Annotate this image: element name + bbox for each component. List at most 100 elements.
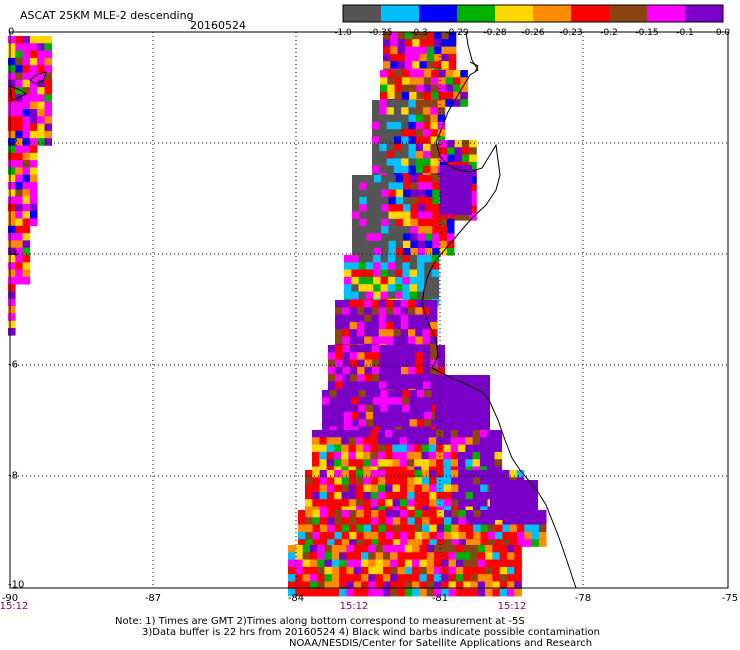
wind-cell (463, 552, 471, 560)
wind-cell (358, 419, 367, 427)
wind-cell (423, 129, 431, 137)
wind-cell (406, 451, 415, 460)
wind-cell (295, 581, 303, 590)
wind-cell (429, 329, 438, 337)
wind-cell (463, 545, 471, 553)
wind-cell (424, 269, 432, 278)
wind-cell (461, 154, 470, 163)
wind-cell (492, 545, 500, 553)
wind-cell (385, 459, 393, 467)
wind-cell (288, 581, 296, 590)
wind-cell (8, 328, 16, 336)
wind-cell (8, 160, 16, 168)
wind-cell (361, 559, 369, 568)
wind-cell (22, 57, 31, 66)
wind-cell (426, 53, 435, 62)
wind-cell (430, 151, 438, 159)
wind-cell (359, 240, 367, 249)
wind-cell (403, 196, 411, 205)
coastline (421, 31, 577, 589)
wind-cell (341, 510, 350, 518)
wind-cell (400, 524, 408, 533)
wind-cell (377, 430, 386, 438)
wind-cell (305, 477, 313, 485)
wind-cell (492, 588, 500, 597)
wind-cell (395, 211, 404, 220)
wind-cell (499, 581, 508, 590)
wind-cell (517, 517, 525, 525)
wind-cell (395, 233, 404, 241)
wind-cell (429, 321, 438, 330)
wind-cell (502, 470, 510, 478)
wind-cell (364, 321, 372, 330)
wind-cell (455, 552, 464, 560)
wind-cell (415, 336, 423, 345)
wind-cell (363, 491, 371, 500)
wind-cell (404, 552, 413, 560)
wind-cell (8, 87, 16, 95)
wind-cell (309, 581, 318, 590)
wind-cell (392, 539, 401, 547)
wind-cell (334, 531, 343, 540)
wind-cell (371, 352, 380, 360)
wind-cell (499, 559, 508, 568)
wind-cell (364, 345, 373, 353)
wind-cell (403, 226, 411, 234)
wind-cell (397, 574, 406, 582)
wind-cell (44, 94, 53, 102)
wind-cell (343, 419, 352, 427)
wind-cell (448, 552, 457, 560)
wind-cell (366, 182, 375, 190)
wind-cell (397, 566, 406, 575)
colorbar-label: -0.3 (410, 28, 428, 38)
wind-cell (15, 43, 23, 51)
wind-cell (15, 276, 23, 285)
wind-cell (400, 531, 408, 540)
wind-cell (370, 430, 378, 438)
wind-cell (401, 345, 409, 353)
wind-cell (436, 451, 444, 460)
wind-cell (324, 574, 333, 582)
wind-cell (381, 182, 389, 190)
wind-cell (302, 552, 311, 560)
wind-cell (8, 240, 16, 248)
wind-cell (404, 559, 413, 568)
wind-cell (346, 559, 354, 568)
wind-cell (382, 552, 391, 560)
wind-cell (426, 39, 435, 47)
wind-cell (448, 566, 457, 575)
wind-cell (358, 390, 367, 398)
wind-cell (371, 359, 380, 368)
wind-cell (397, 588, 406, 597)
wind-cell (37, 57, 45, 66)
wind-cell (359, 175, 367, 183)
wind-cell (441, 61, 449, 69)
wind-cell (29, 218, 38, 227)
wind-cell (383, 39, 391, 47)
wind-cell (470, 581, 479, 590)
wind-cell (479, 451, 488, 460)
wind-cell (352, 240, 360, 249)
wind-cell (305, 524, 313, 533)
wind-cell (454, 213, 463, 221)
wind-cell (417, 204, 426, 212)
wind-cell (440, 165, 472, 215)
wind-cell (458, 477, 466, 485)
wind-cell (387, 284, 396, 292)
wind-cell (441, 559, 449, 568)
wind-cell (349, 524, 357, 533)
wind-cell (416, 390, 425, 398)
wind-cell (380, 77, 388, 85)
wind-cell (458, 491, 466, 500)
wind-cell (379, 345, 387, 353)
wind-cell (429, 517, 437, 525)
wind-cell (22, 189, 31, 197)
wind-cell (445, 91, 454, 100)
wind-cell (326, 451, 335, 460)
wind-cell (434, 545, 442, 553)
wind-cell (339, 574, 347, 582)
wind-cell (288, 545, 296, 553)
wind-cell (15, 203, 23, 212)
wind-cell (426, 574, 435, 582)
wind-cell (409, 70, 417, 78)
